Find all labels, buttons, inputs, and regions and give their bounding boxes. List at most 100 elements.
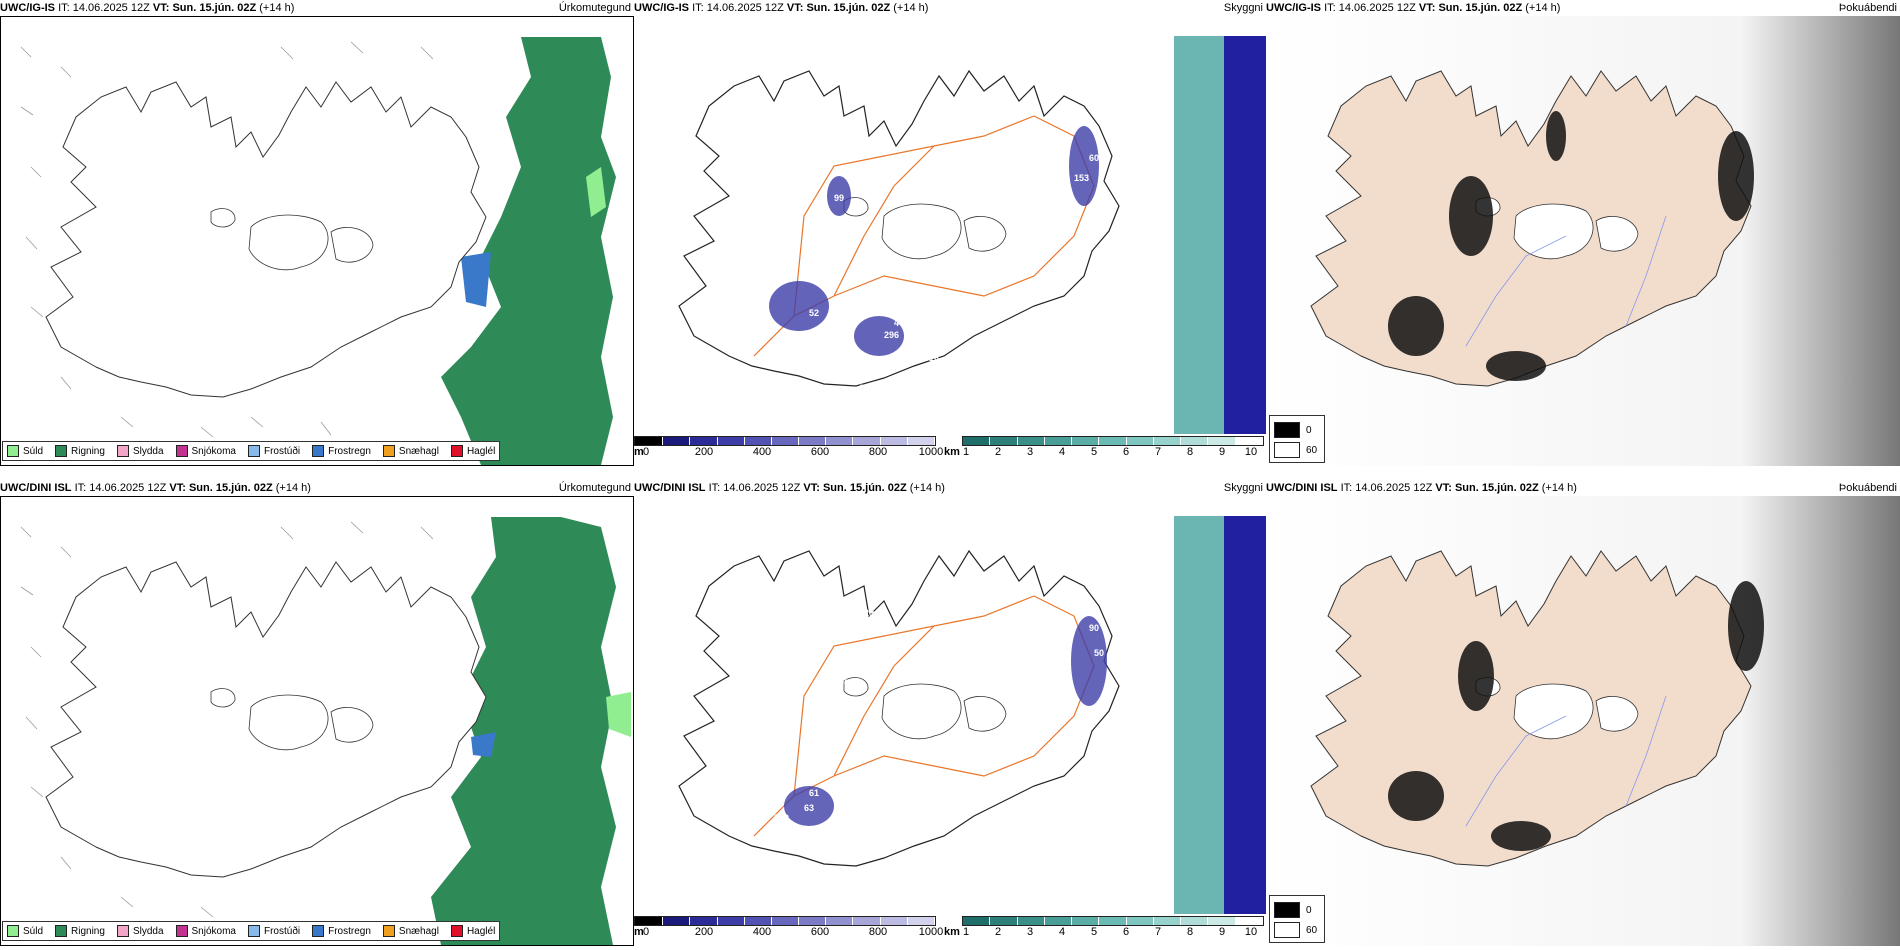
panel-header: UWC/IG-IS IT: 14.06.2025 12Z VT: Sun. 15… [1266,0,1900,16]
legend-item: Frostregn [312,445,371,457]
colorbar-tick: 400 [752,926,772,938]
legend-label: Rigning [71,925,105,937]
cloud-label: 63 [804,803,814,813]
cloud-label: 316 [924,353,939,363]
legend-item: Slydda [116,445,164,457]
colorbar-unit: m [634,926,644,938]
cloud-label: 23 [1024,103,1034,113]
colorbar-tick: 7 [1154,926,1162,938]
colorbar-strip [962,916,1264,926]
colorbar-tick: 10 [1244,926,1258,938]
init-label: IT: [708,482,721,494]
legend-swatch [116,925,129,937]
lead-time: (+14 h) [259,2,295,14]
init-label: IT: [692,2,704,14]
fog-legend-high: 0 [1306,424,1312,436]
valid-label: VT: [1418,2,1436,14]
cloud-label: 71 [819,333,829,343]
legend-swatch [382,925,395,937]
visibility-colorbar: km 1 2 3 4 5 6 7 8 9 10 [944,916,1264,942]
fog-swatch-low [1274,442,1300,458]
fog-map[interactable] [1266,496,1900,946]
cloud-label: 61 [1094,198,1104,208]
colorbar-tick: 400 [752,446,772,458]
rain-area [441,37,616,465]
colorbar-unit: km [944,446,960,458]
cloud-label: 298 [774,358,789,368]
legend-item: Haglél [450,925,495,937]
legend-swatch [116,445,129,457]
init-time: 14.06.2025 12Z [723,482,801,494]
cloud-label: 12 [849,223,859,233]
legend-swatch [55,445,68,457]
init-time: 14.06.2025 12Z [1355,482,1433,494]
sea-deep [1224,516,1266,914]
colorbar-strip [634,436,936,446]
cloud-map[interactable]: 99 248 12 63 446 296 316 298 52 71 137 6… [634,16,1266,434]
model-name: UWC/DINI ISL [1266,482,1338,494]
panel-header: UWC/DINI ISL IT: 14.06.2025 12Z VT: Sun.… [1266,480,1900,496]
cloud-panel-row1: UWC/IG-IS IT: 14.06.2025 12Z VT: Sun. 15… [634,0,1266,466]
model-name: UWC/DINI ISL [634,482,706,494]
colorbar-tick: 1000 [918,446,944,458]
freezing-rain-area [461,252,491,307]
legend-swatch [175,925,188,937]
rivers [1465,215,1667,347]
precip-map[interactable] [1,497,633,945]
colorbar-unit: km [944,926,960,938]
legend-item: Haglél [450,445,496,457]
legend-swatch [312,445,325,457]
colorbar-tick: 3 [1026,926,1034,938]
colorbar-tick: 1 [962,926,970,938]
legend-item: Rigning [55,445,105,457]
cloud-label: 60 [1089,153,1099,163]
panel-header: UWC/DINI ISL IT: 14.06.2025 12Z VT: Sun.… [0,480,634,496]
legend-label: Snæhagl [398,925,439,937]
legend-item: Frostúði [247,445,300,457]
legend-label: Rigning [71,445,105,457]
cloud-label: 61 [809,788,819,798]
fog-map[interactable] [1266,16,1900,466]
legend-swatch [7,445,19,457]
cloud-label: 130 [1079,563,1094,573]
valid-label: VT: [803,482,820,494]
model-name: UWC/IG-IS [1266,2,1321,14]
fog-swatch-high [1274,422,1300,438]
valid-time: Sun. 15.jún. 02Z [172,2,257,14]
cloud-map[interactable]: 129 196 70 130 90 50 61 63 540 108 [634,496,1266,914]
fog-swatch-high [1274,902,1300,918]
colorbar-tick: 9 [1218,446,1226,458]
cloud-panel-row2: UWC/DINI ISL IT: 14.06.2025 12Z VT: Sun.… [634,480,1266,946]
colorbar-tick: 2 [994,926,1002,938]
colorbar-tick: 200 [694,926,714,938]
legend-item: Frostúði [247,925,300,937]
lead-time: (+14 h) [909,482,945,494]
colorbar-tick: 5 [1090,446,1098,458]
init-label: IT: [74,482,87,494]
sea-deep [1224,36,1266,434]
drizzle-area [606,692,631,737]
ceiling-colorbar: m 0 200 400 600 800 1000 [634,916,944,942]
colorbar-tick: 8 [1186,446,1194,458]
lead-time: (+14 h) [1525,2,1561,14]
legend-label: Frostregn [328,925,371,937]
init-label: IT: [1340,482,1353,494]
legend-swatch [175,445,188,457]
precip-legend: Súld Rigning Slydda Snjókoma Frostúði Fr… [2,441,501,461]
cloud-label: 446 [894,318,909,328]
valid-time: Sun. 15.jún. 02Z [188,482,273,494]
colorbar-tick: 6 [1122,446,1130,458]
colorbar-tick: 5 [1090,926,1098,938]
legend-label: Snjókoma [191,925,236,937]
colorbar-tick: 1 [962,446,970,458]
legend-item: Snæhagl [382,925,439,937]
legend-item: Súld [7,925,43,937]
rain-area [431,517,616,945]
legend-item: Slydda [116,925,164,937]
legend-label: Haglél [466,445,496,457]
precip-panel-row1: UWC/IG-IS IT: 14.06.2025 12Z VT: Sun. 15… [0,0,634,466]
cloud-label: 137 [859,383,874,393]
precip-map[interactable] [1,17,633,465]
init-time: 14.06.2025 12Z [72,2,150,14]
fog-legend-low: 60 [1306,924,1318,936]
